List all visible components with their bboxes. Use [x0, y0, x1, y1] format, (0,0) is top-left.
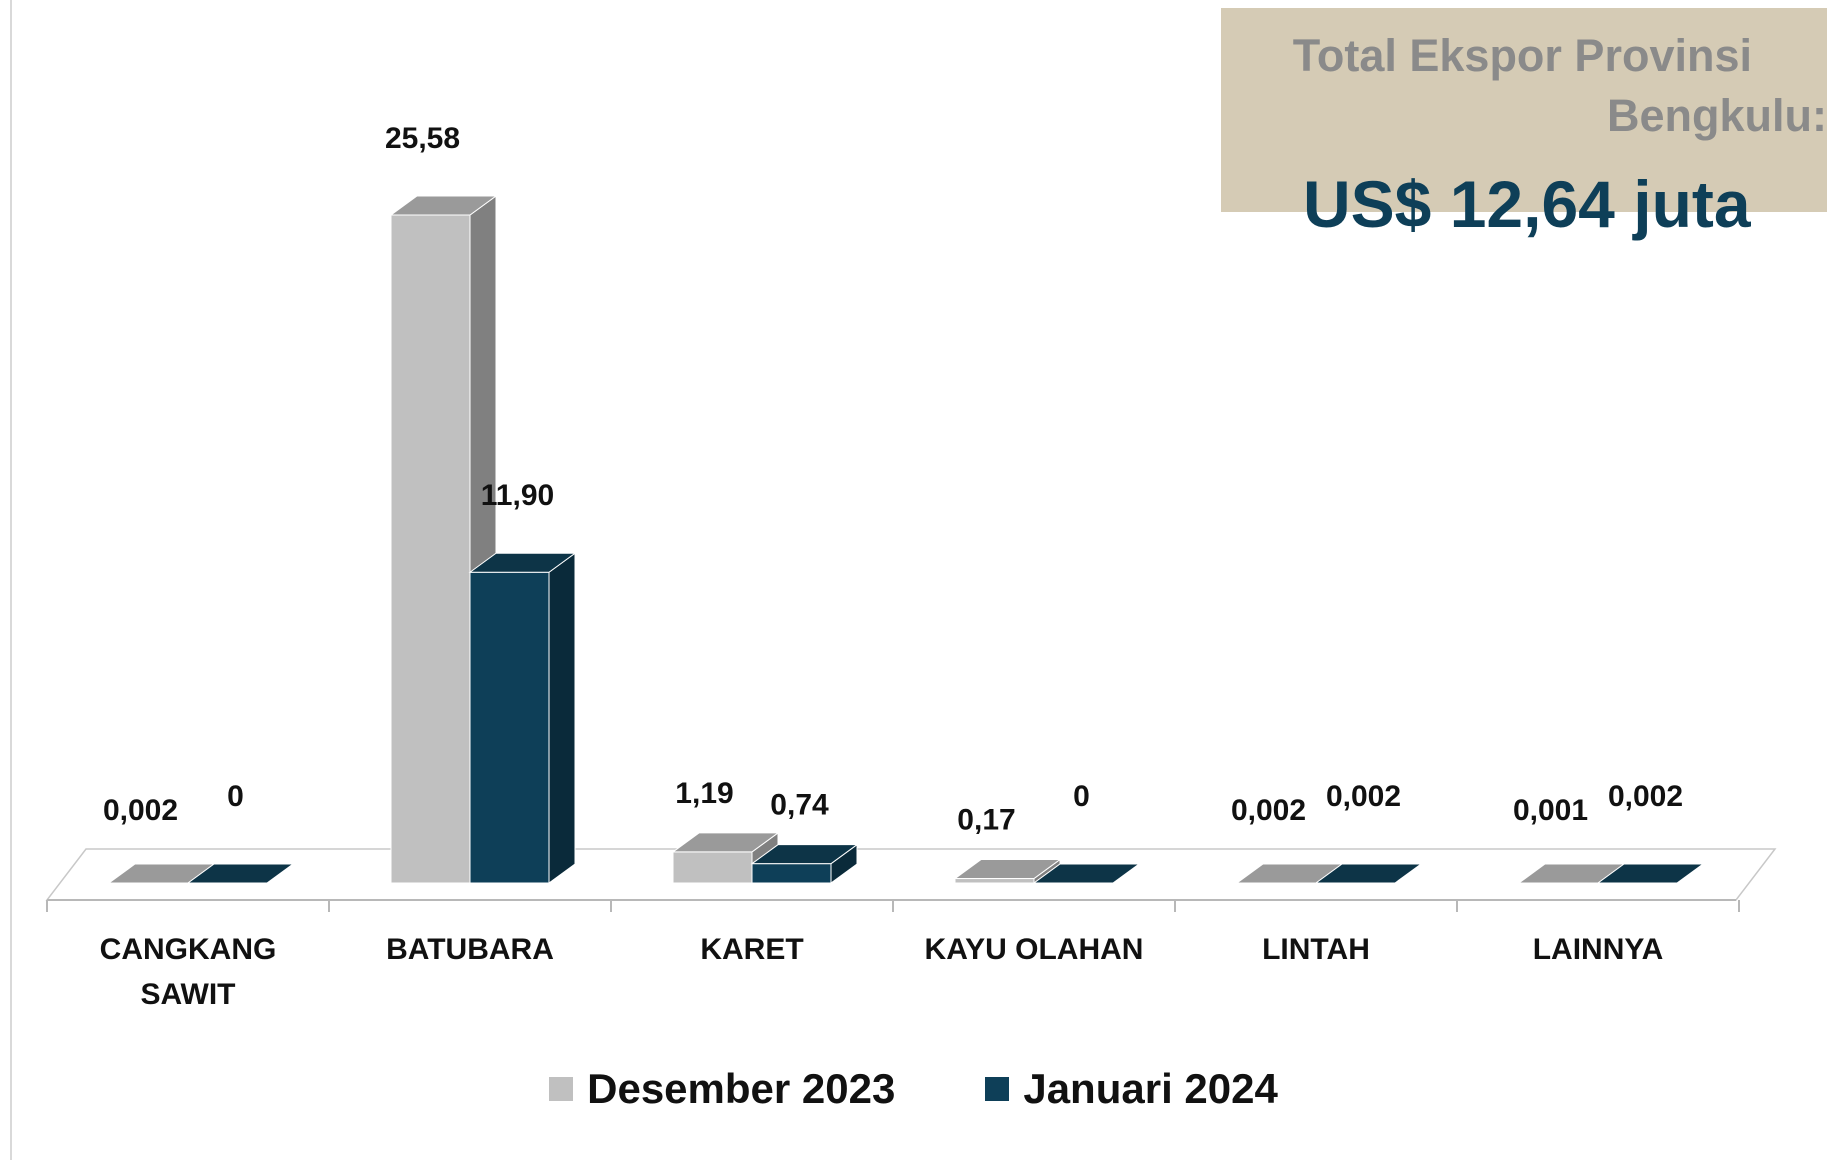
- bar-top: [1314, 863, 1423, 884]
- data-label: 0: [1073, 780, 1090, 813]
- total-export-value: US$ 12,64 juta: [1303, 167, 1751, 241]
- total-export-label-line1: Total Ekspor Provinsi: [1292, 30, 1752, 81]
- bar-top: [671, 832, 780, 853]
- data-label: 25,58: [385, 122, 460, 155]
- legend-label-series-1: Desember 2023: [587, 1065, 896, 1112]
- data-label: 1,19: [675, 777, 733, 810]
- data-label: 0: [227, 780, 244, 813]
- bar-front: [469, 571, 550, 884]
- chart-frame: [10, 0, 1827, 1160]
- bar-front: [751, 863, 832, 884]
- data-label: 0,17: [957, 804, 1015, 837]
- data-label: 0,001: [1513, 794, 1588, 827]
- data-label: 0,002: [103, 794, 178, 827]
- total-export-label-line2: Bengkulu:: [1607, 90, 1827, 141]
- data-label: 0,002: [1326, 780, 1401, 813]
- x-tick-label: LAINNYA: [1533, 933, 1664, 966]
- bar-top: [953, 859, 1062, 880]
- bar-front: [390, 214, 471, 884]
- bar-top: [389, 195, 498, 216]
- x-tick-label: KAYU OLAHAN: [925, 933, 1144, 966]
- bar-front: [954, 878, 1035, 884]
- data-label: 11,90: [481, 479, 554, 512]
- bar-top: [1032, 863, 1141, 884]
- chart-legend: Desember 2023 Januari 2024: [0, 1065, 1827, 1113]
- data-label: 0,74: [770, 789, 829, 822]
- legend-swatch-series-2: [985, 1077, 1010, 1101]
- total-export-box: Total Ekspor Provinsi Bengkulu: US$ 12,6…: [1221, 8, 1827, 241]
- bar-front: [672, 851, 753, 884]
- x-tick-label: BATUBARA: [386, 933, 554, 966]
- legend-item-series-1: Desember 2023: [549, 1065, 895, 1113]
- x-tick-label: CANGKANG: [100, 933, 277, 966]
- bar-side: [548, 552, 576, 884]
- bar-top: [186, 863, 295, 884]
- bar-top: [1596, 863, 1705, 884]
- bar-top: [750, 844, 859, 865]
- data-label: 0,002: [1231, 794, 1306, 827]
- x-tick-label: KARET: [700, 933, 803, 966]
- chart-floor: [45, 848, 1777, 901]
- x-tick-label: LINTAH: [1262, 933, 1370, 966]
- legend-label-series-2: Januari 2024: [1023, 1065, 1278, 1112]
- data-label: 0,002: [1608, 780, 1683, 813]
- legend-item-series-2: Januari 2024: [985, 1065, 1278, 1113]
- bar-top: [468, 552, 577, 573]
- legend-swatch-series-1: [549, 1077, 574, 1101]
- x-tick-label: SAWIT: [141, 978, 236, 1011]
